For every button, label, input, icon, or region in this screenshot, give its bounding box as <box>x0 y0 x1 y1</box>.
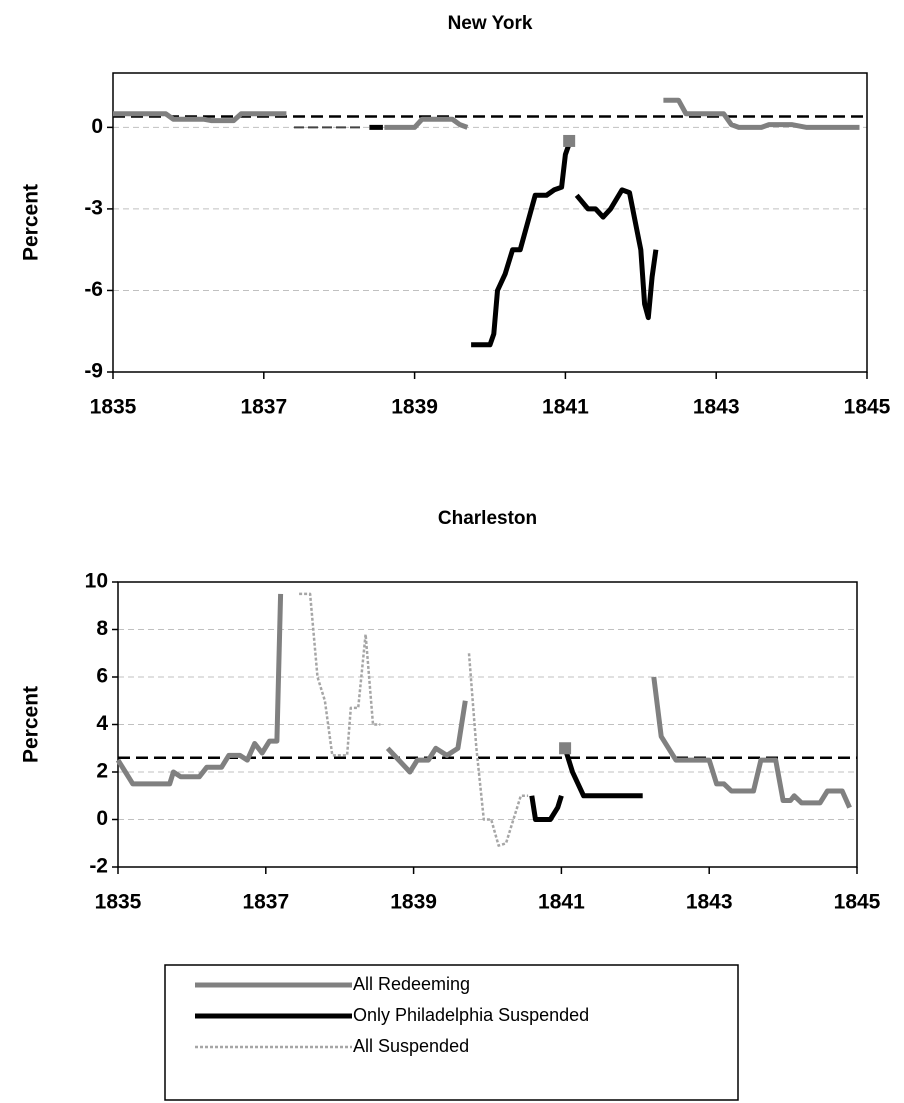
x-tick-label: 1841 <box>542 396 589 419</box>
legend-label: All Redeeming <box>353 974 470 994</box>
series-line <box>115 593 852 809</box>
y-tick-label: -6 <box>84 278 103 301</box>
marker <box>563 134 576 147</box>
plot-frame <box>117 581 858 868</box>
series-line <box>369 124 659 348</box>
x-tick-label: 1835 <box>90 396 137 419</box>
y-tick-label: -9 <box>84 360 103 383</box>
x-tick-label: 1843 <box>693 396 740 419</box>
x-tick-label: 1845 <box>834 891 881 914</box>
x-tick-label: 1841 <box>538 891 585 914</box>
x-tick-label: 1837 <box>240 396 287 419</box>
plot-frame <box>112 72 868 373</box>
marker <box>559 742 572 755</box>
y-tick-label: 4 <box>96 712 108 735</box>
x-tick-label: 1837 <box>242 891 289 914</box>
y-axis-label: Percent <box>20 686 43 763</box>
x-tick-label: 1839 <box>390 891 437 914</box>
y-tick-label: 8 <box>96 617 108 640</box>
chart-title: Charleston <box>438 508 537 529</box>
y-axis-label: Percent <box>20 184 43 261</box>
x-tick-label: 1839 <box>391 396 438 419</box>
series-line <box>299 592 529 847</box>
legend-label: All Suspended <box>353 1036 469 1056</box>
y-tick-label: -3 <box>84 196 103 219</box>
y-tick-label: 0 <box>96 807 108 830</box>
y-tick-label: -2 <box>89 855 108 878</box>
y-tick-label: 10 <box>85 570 108 593</box>
chart-title: New York <box>448 13 533 34</box>
legend-label: Only Philadelphia Suspended <box>353 1005 589 1025</box>
series-line <box>113 97 860 130</box>
y-tick-label: 2 <box>96 760 108 783</box>
x-tick-label: 1845 <box>844 396 891 419</box>
y-tick-label: 6 <box>96 665 108 688</box>
series-line <box>529 747 643 822</box>
x-tick-label: 1835 <box>95 891 142 914</box>
x-tick-label: 1843 <box>686 891 733 914</box>
y-tick-label: 0 <box>91 115 103 138</box>
